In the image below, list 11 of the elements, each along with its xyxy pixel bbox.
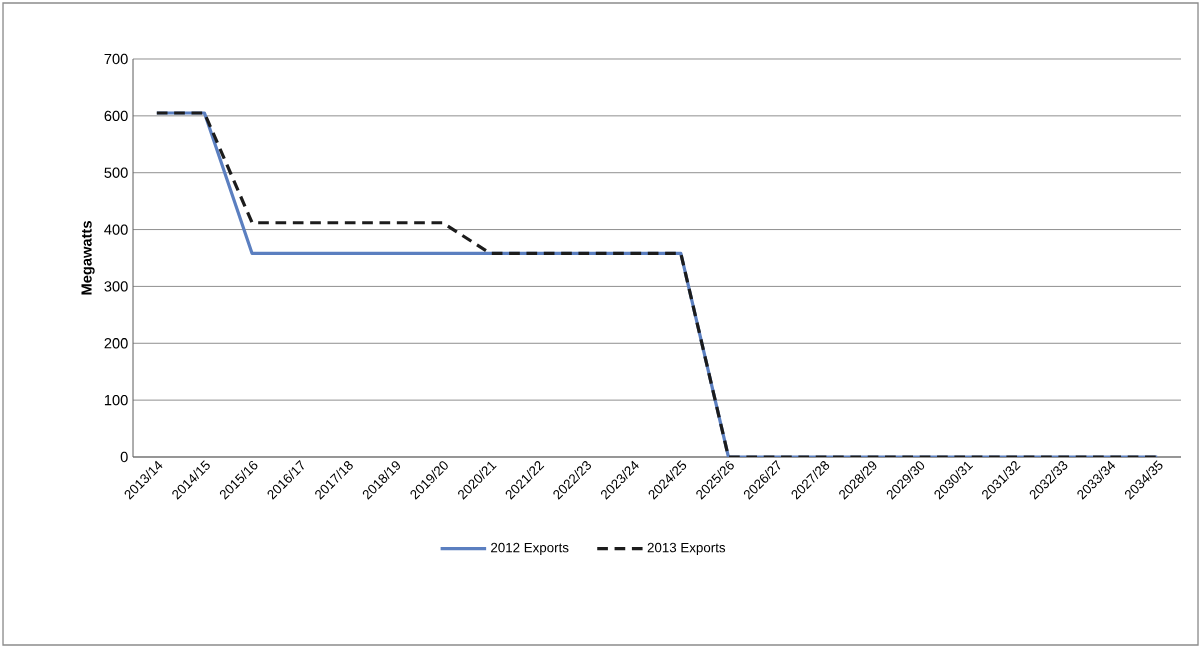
y-tick-label: 700: [104, 53, 128, 65]
y-tick-label: 400: [104, 224, 128, 235]
y-tick-label: 200: [104, 338, 128, 349]
legend-label: 2012 Exports: [491, 542, 569, 555]
y-tick-label: 500: [104, 167, 128, 178]
y-axis-title: Megawatts: [81, 221, 95, 295]
legend-label: 2013 Exports: [647, 542, 726, 555]
y-tick-label: 300: [104, 281, 128, 292]
y-tick-label: 100: [104, 394, 128, 406]
y-tick-label: 0: [120, 451, 128, 463]
y-tick-label: 600: [104, 110, 128, 122]
